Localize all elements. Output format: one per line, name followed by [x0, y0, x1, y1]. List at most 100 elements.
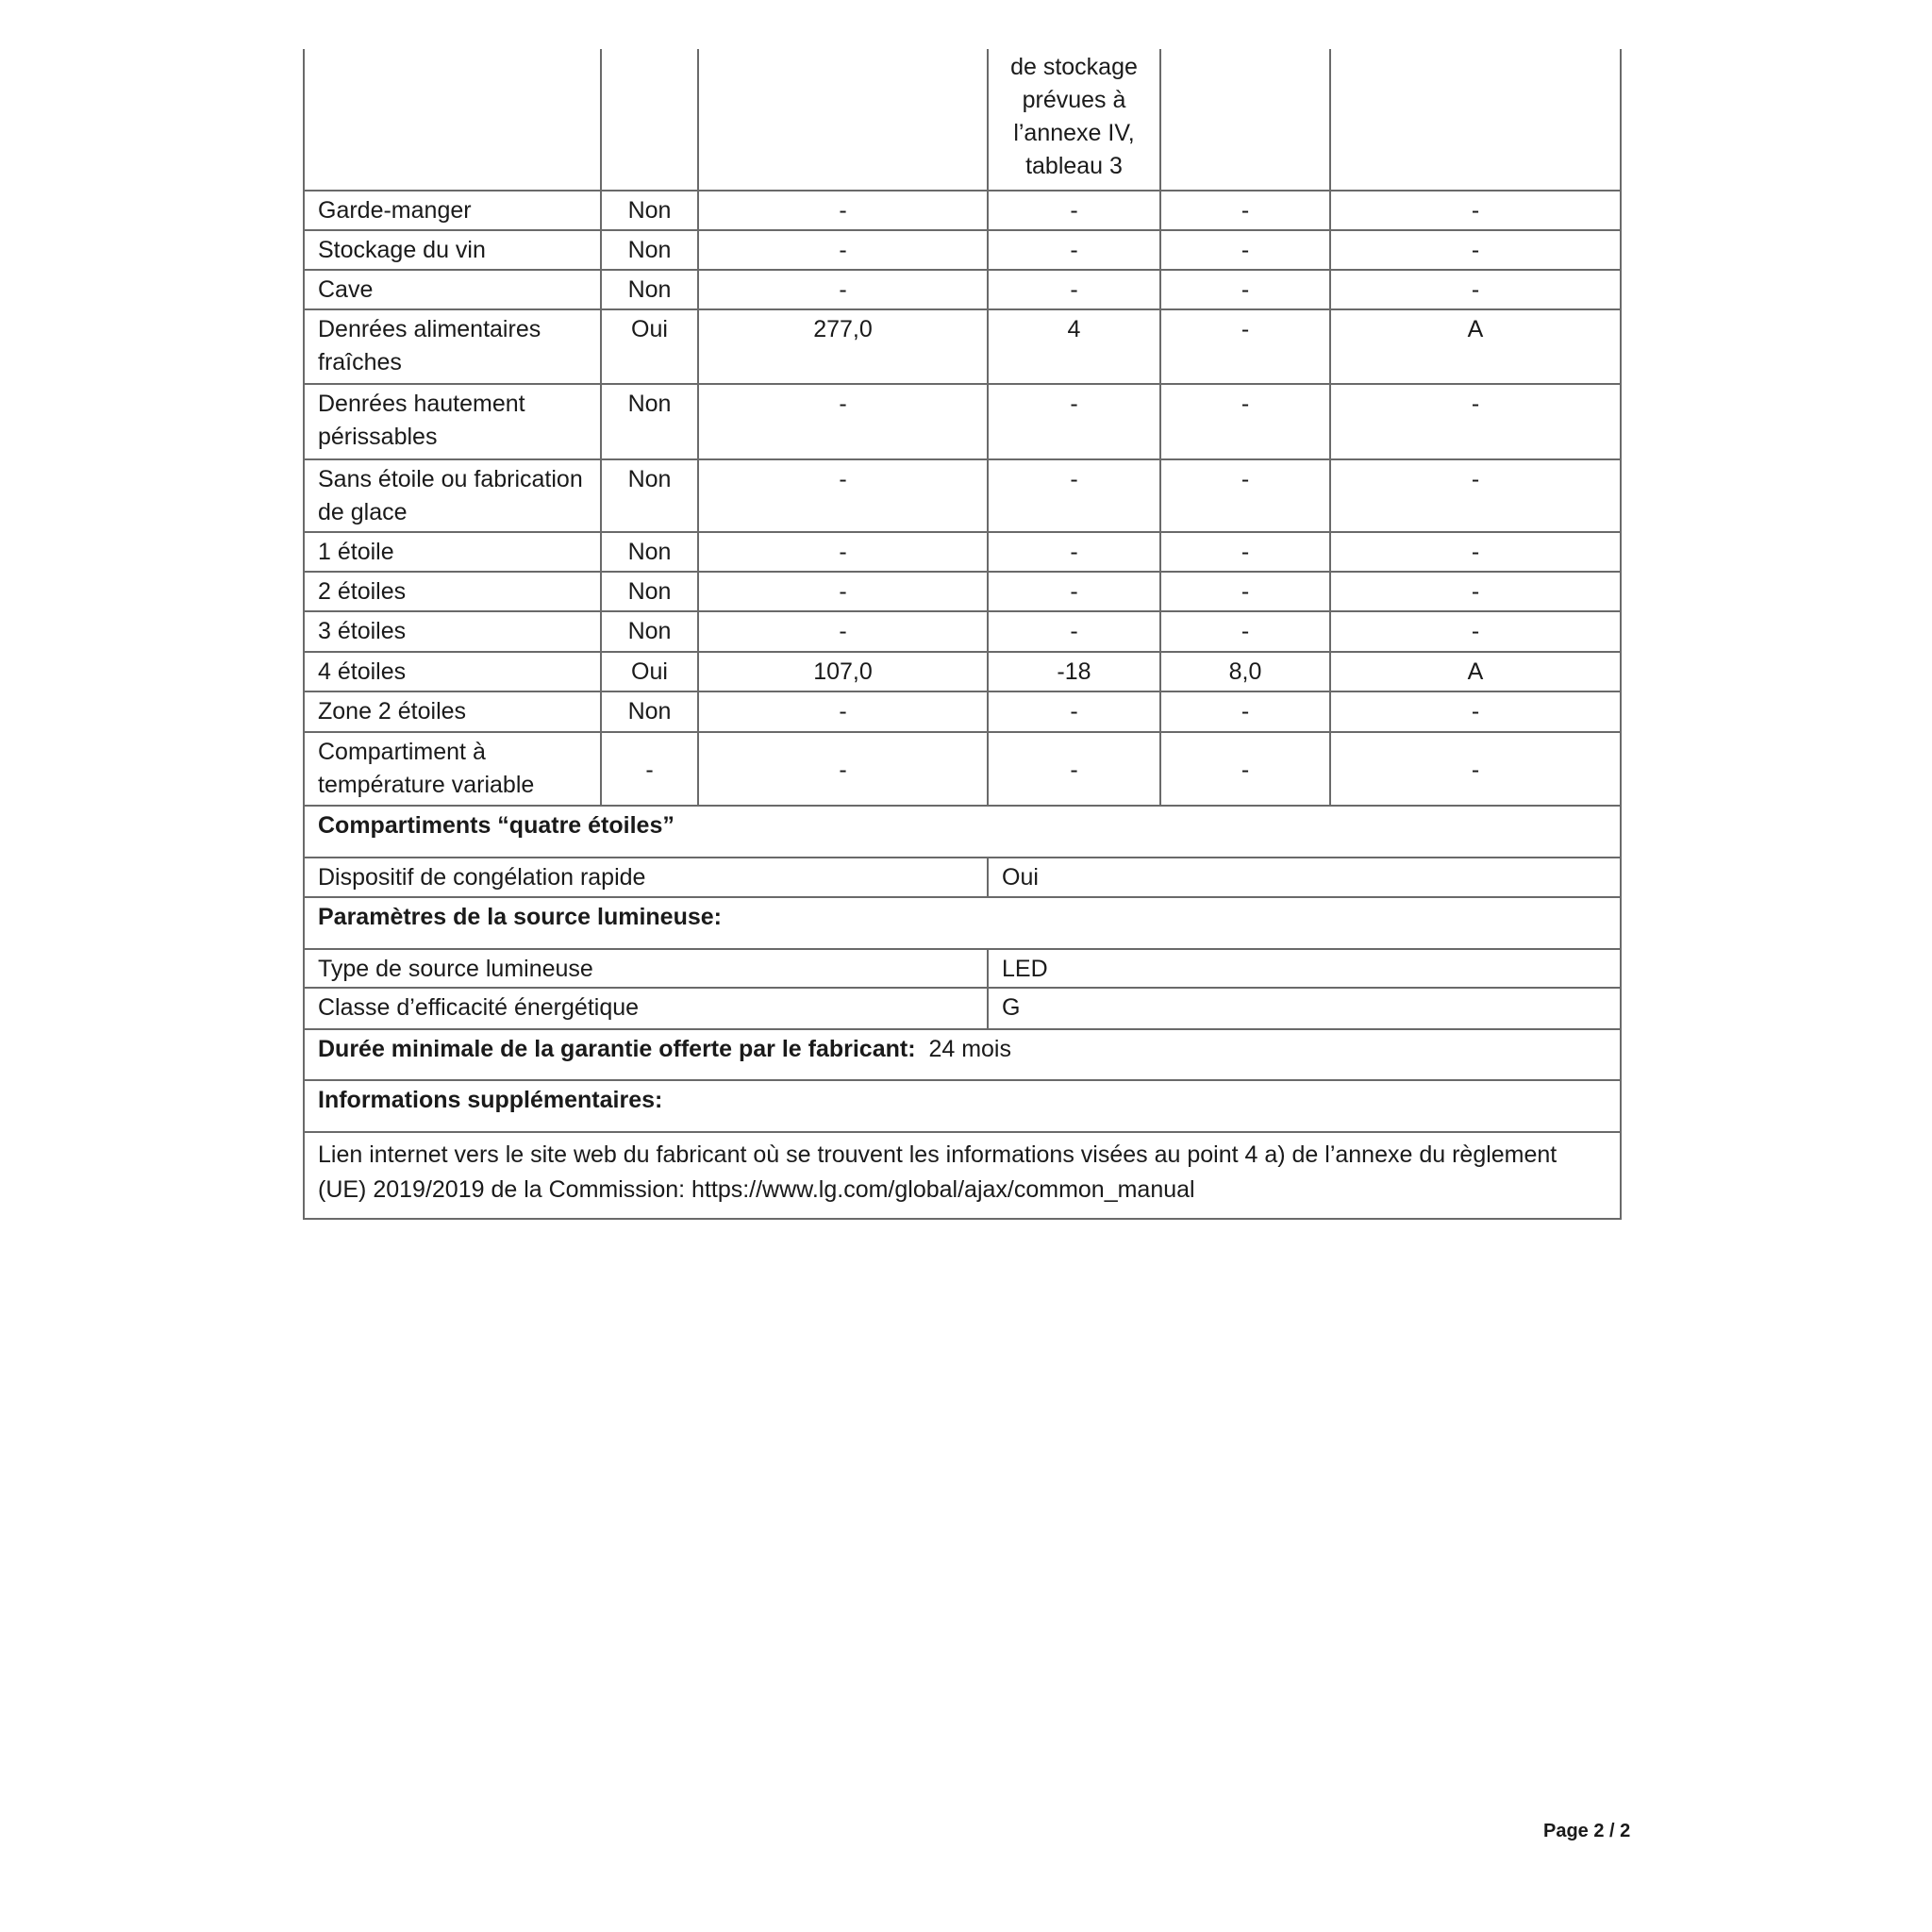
table-row: 3 étoiles Non - - - - — [303, 610, 1622, 653]
volume-cell: - — [697, 531, 989, 573]
class-cell: - — [1329, 731, 1622, 807]
present-cell: Non — [600, 691, 699, 733]
class-cell: - — [1329, 383, 1622, 460]
temperature-cell: - — [987, 731, 1161, 807]
volume-cell: - — [697, 383, 989, 460]
capacity-cell: - — [1159, 308, 1331, 385]
table-row: 1 étoile Non - - - - — [303, 531, 1622, 573]
class-cell: - — [1329, 531, 1622, 573]
present-cell: Non — [600, 571, 699, 612]
class-cell: - — [1329, 269, 1622, 310]
temperature-cell: - — [987, 458, 1161, 533]
light-class-row: Classe d’efficacité énergétique G — [303, 987, 1622, 1030]
temperature-cell: - — [987, 571, 1161, 612]
class-cell: A — [1329, 651, 1622, 692]
table-row: Garde-manger Non - - - - — [303, 190, 1622, 231]
class-cell: - — [1329, 571, 1622, 612]
capacity-cell: 8,0 — [1159, 651, 1331, 692]
compartment-name: 4 étoiles — [303, 651, 602, 692]
temperature-cell: - — [987, 229, 1161, 271]
extra-info-text-row: Lien internet vers le site web du fabric… — [303, 1131, 1622, 1220]
volume-cell: 277,0 — [697, 308, 989, 385]
class-cell: - — [1329, 458, 1622, 533]
temperature-cell: - — [987, 531, 1161, 573]
class-cell: - — [1329, 610, 1622, 653]
header-cell-temp: de stockage prévues à l’annexe IV, table… — [987, 49, 1161, 192]
light-source-title-row: Paramètres de la source lumineuse: — [303, 896, 1622, 950]
table-row: Compartiment à température variable - - - - - — [303, 731, 1622, 807]
volume-cell: 107,0 — [697, 651, 989, 692]
volume-cell: - — [697, 229, 989, 271]
temperature-cell: - — [987, 383, 1161, 460]
compartment-name: 3 étoiles — [303, 610, 602, 653]
table-row: 2 étoiles Non - - - - — [303, 571, 1622, 612]
page-number: Page 2 / 2 — [1543, 1821, 1631, 1841]
temperature-cell: - — [987, 610, 1161, 653]
present-cell: Non — [600, 531, 699, 573]
capacity-cell: - — [1159, 691, 1331, 733]
light-source-title: Paramètres de la source lumineuse: — [303, 896, 1622, 950]
table-row: Denrées alimentaires fraîches Oui 277,0 4- A — [303, 308, 1622, 385]
capacity-cell: - — [1159, 269, 1331, 310]
volume-cell: - — [697, 458, 989, 533]
table-row: Denrées hautement périssables Non - - - - — [303, 383, 1622, 460]
table-row: Cave Non - - - - — [303, 269, 1622, 310]
present-cell: Non — [600, 190, 699, 231]
warranty-label: Durée minimale de la garantie offerte pa… — [318, 1036, 916, 1062]
four-star-title: Compartiments “quatre étoiles” — [303, 805, 1622, 858]
capacity-cell: - — [1159, 531, 1331, 573]
capacity-cell: - — [1159, 610, 1331, 653]
class-cell: - — [1329, 691, 1622, 733]
extra-info-text: Lien internet vers le site web du fabric… — [303, 1131, 1622, 1220]
extra-info-title-row: Informations supplémentaires: — [303, 1079, 1622, 1133]
header-row: de stockage prévues à l’annexe IV, table… — [303, 49, 1622, 192]
quick-freeze-value: Oui — [987, 857, 1622, 898]
compartment-name: Denrées alimentaires fraîches — [303, 308, 602, 385]
volume-cell: - — [697, 691, 989, 733]
present-cell: Non — [600, 229, 699, 271]
compartment-name: Cave — [303, 269, 602, 310]
volume-cell: - — [697, 610, 989, 653]
capacity-cell: - — [1159, 731, 1331, 807]
capacity-cell: - — [1159, 383, 1331, 460]
capacity-cell: - — [1159, 190, 1331, 231]
present-cell: Non — [600, 458, 699, 533]
extra-info-title: Informations supplémentaires: — [303, 1079, 1622, 1133]
table-row: Zone 2 étoiles Non - - - - — [303, 691, 1622, 733]
temperature-cell: - — [987, 691, 1161, 733]
warranty-row: Durée minimale de la garantie offerte pa… — [303, 1028, 1622, 1081]
temperature-cell: - — [987, 190, 1161, 231]
compartment-name: Zone 2 étoiles — [303, 691, 602, 733]
compartment-name: Garde-manger — [303, 190, 602, 231]
capacity-cell: - — [1159, 229, 1331, 271]
light-type-row: Type de source lumineuse LED — [303, 948, 1622, 989]
volume-cell: - — [697, 190, 989, 231]
four-star-title-row: Compartiments “quatre étoiles” — [303, 805, 1622, 858]
temperature-cell: - — [987, 269, 1161, 310]
capacity-cell: - — [1159, 571, 1331, 612]
capacity-cell: - — [1159, 458, 1331, 533]
class-cell: - — [1329, 190, 1622, 231]
compartment-name: Sans étoile ou fabrication de glace — [303, 458, 602, 533]
class-cell: A — [1329, 308, 1622, 385]
volume-cell: - — [697, 269, 989, 310]
table-row: Stockage du vin Non - - - - — [303, 229, 1622, 271]
compartment-name: Stockage du vin — [303, 229, 602, 271]
warranty-value: 24 mois — [928, 1036, 1011, 1062]
volume-cell: - — [697, 731, 989, 807]
quick-freeze-row: Dispositif de congélation rapide Oui — [303, 857, 1622, 898]
light-type-value: LED — [987, 948, 1622, 989]
light-type-label: Type de source lumineuse — [303, 948, 989, 989]
quick-freeze-label: Dispositif de congélation rapide — [303, 857, 989, 898]
compartment-table: de stockage prévues à l’annexe IV, table… — [303, 49, 1622, 1220]
volume-cell: - — [697, 571, 989, 612]
present-cell: Non — [600, 383, 699, 460]
light-class-label: Classe d’efficacité énergétique — [303, 987, 989, 1030]
present-cell: Non — [600, 610, 699, 653]
present-cell: Oui — [600, 308, 699, 385]
class-cell: - — [1329, 229, 1622, 271]
compartment-name: 2 étoiles — [303, 571, 602, 612]
present-cell: Non — [600, 269, 699, 310]
temperature-cell: -18 — [987, 651, 1161, 692]
table-row: Sans étoile ou fabrication de glace Non - -… — [303, 458, 1622, 533]
